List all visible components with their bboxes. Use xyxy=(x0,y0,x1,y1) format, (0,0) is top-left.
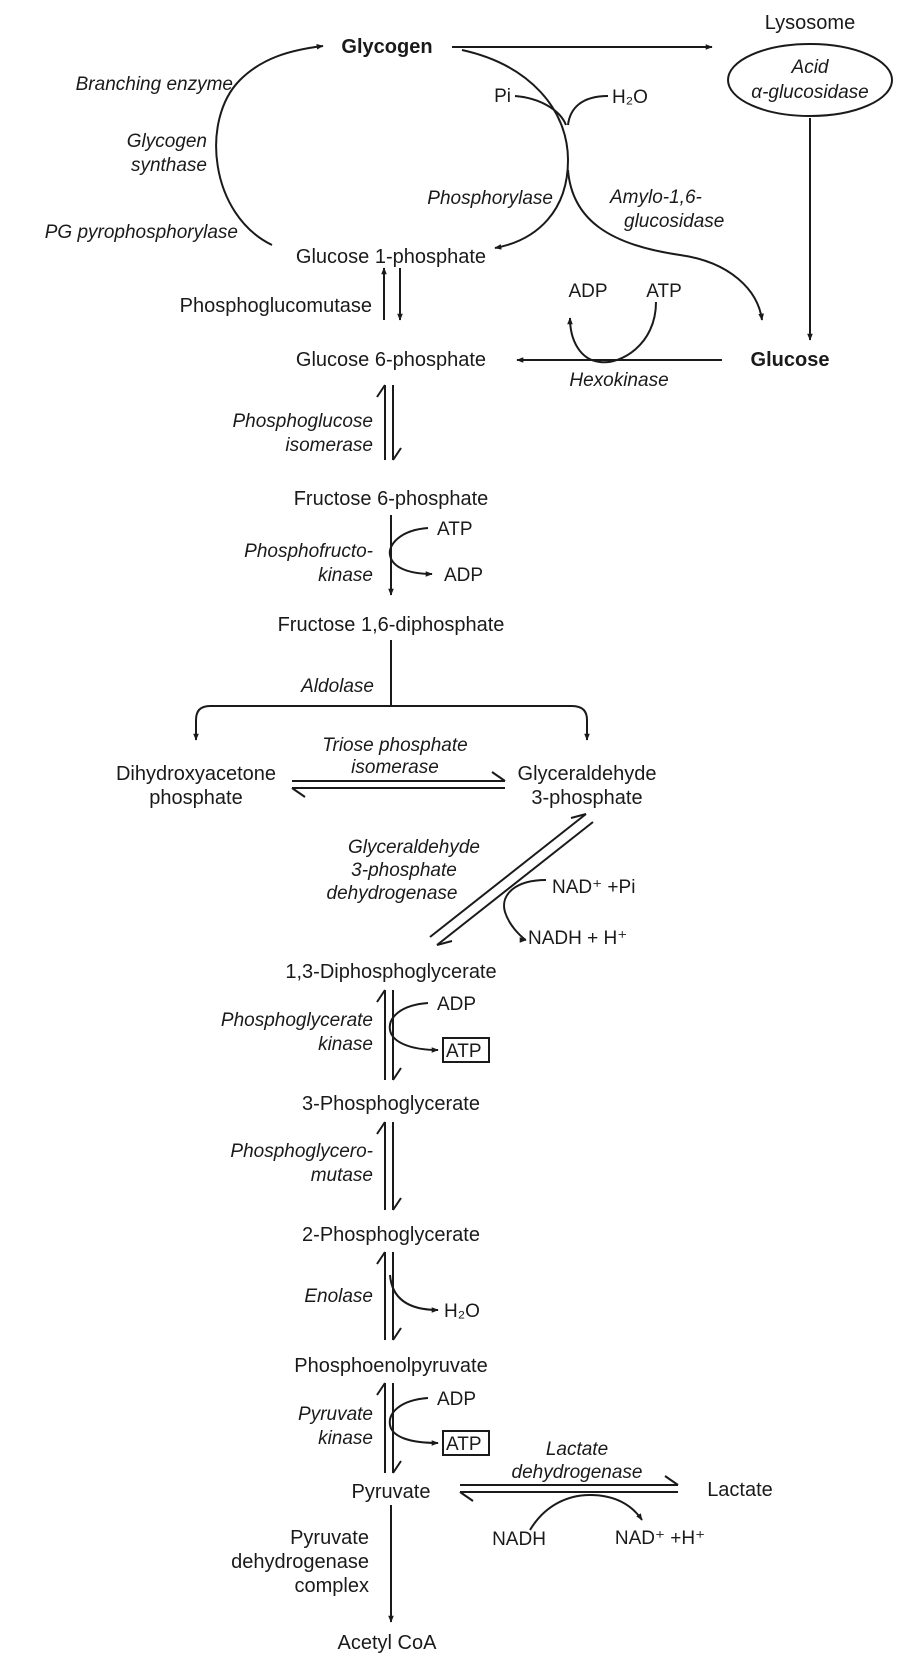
arrow-gapdh-nad-nadh xyxy=(503,879,547,943)
enzyme-phosphoglucomutase: Phosphoglucomutase xyxy=(180,295,372,317)
lysosome-alpha-glucosidase: α-glucosidase xyxy=(751,82,869,103)
lysosome-ellipse xyxy=(727,43,893,117)
enzyme-glycogen-synthase-line2: synthase xyxy=(131,155,207,176)
arrow-hexokinase-atp-adp xyxy=(567,301,657,364)
cofactor-nadh-h: NADH + H⁺ xyxy=(528,928,627,949)
enzyme-labels: Branching enzyme Glycogen synthase PG py… xyxy=(45,74,725,1597)
cofactor-pi: Pi xyxy=(494,86,511,107)
cofactor-labels: Pi H₂O ADP ATP ATP ADP NAD⁺ +Pi NADH + H… xyxy=(437,86,705,1550)
enzyme-phosphorylase: Phosphorylase xyxy=(427,188,553,209)
enzyme-gapdh-line1: Glyceraldehyde xyxy=(348,837,480,858)
node-fructose-6-phosphate: Fructose 6-phosphate xyxy=(294,488,489,510)
arrow-pi-input xyxy=(514,95,567,126)
cofactor-nadh-ldh: NADH xyxy=(492,1529,546,1550)
cofactor-atp-pgk: ATP xyxy=(446,1041,482,1062)
arrow-lactate-dehydrogenase xyxy=(459,1475,679,1502)
enzyme-branching-enzyme: Branching enzyme xyxy=(76,74,233,95)
atp-box-pk xyxy=(442,1430,490,1456)
enzyme-amylo-line1: Amylo-1,6- xyxy=(609,187,702,208)
enzyme-pgm-line1: Phosphoglycero- xyxy=(230,1141,373,1162)
node-pyruvate: Pyruvate xyxy=(352,1481,431,1503)
cofactor-atp-pk: ATP xyxy=(446,1434,482,1455)
enzyme-phosphofructo-line2: kinase xyxy=(318,565,373,586)
cofactor-adp-pgk: ADP xyxy=(437,994,476,1015)
metabolite-labels: Glycogen Lysosome Acid α-glucosidase Glu… xyxy=(116,12,869,1654)
arrow-pk-adp-atp xyxy=(388,1397,439,1446)
enzyme-ldh-line2: dehydrogenase xyxy=(512,1462,643,1483)
enzyme-triose-line2: isomerase xyxy=(351,757,439,778)
enzyme-aldolase: Aldolase xyxy=(300,676,374,697)
enzyme-pdh-line2: dehydrogenase xyxy=(231,1551,369,1573)
arrow-enolase xyxy=(376,1251,402,1341)
enzyme-pg-pyrophosphorylase: PG pyrophosphorylase xyxy=(45,222,238,243)
arrow-h2o-input xyxy=(567,95,609,126)
cofactor-nad-pi: NAD⁺ +Pi xyxy=(552,877,635,898)
arrow-phosphoglucose-isomerase xyxy=(376,384,402,461)
arrow-triose-phosphate-isomerase xyxy=(291,771,506,798)
node-glyceraldehyde-line1: Glyceraldehyde xyxy=(518,763,657,785)
enzyme-pgm-line2: mutase xyxy=(311,1165,373,1186)
enzyme-phosphoglucose-line1: Phosphoglucose xyxy=(233,411,374,432)
cofactor-h2o-enolase: H₂O xyxy=(444,1301,480,1322)
enzyme-pk-line1: Pyruvate xyxy=(298,1404,373,1425)
arrow-enolase-h2o xyxy=(389,1274,439,1313)
enzyme-pdh-line1: Pyruvate xyxy=(290,1527,369,1549)
enzyme-phosphoglucose-line2: isomerase xyxy=(285,435,373,456)
arrow-phosphoglyceromutase xyxy=(376,1121,402,1211)
cofactor-adp-pfk: ADP xyxy=(444,565,483,586)
arrow-pfk-atp-adp xyxy=(388,527,433,577)
pathway-arrows xyxy=(193,43,813,1623)
enzyme-pgk-line2: kinase xyxy=(318,1034,373,1055)
node-acetyl-coa: Acetyl CoA xyxy=(338,1632,438,1654)
node-1-3-diphosphoglycerate: 1,3-Diphosphoglycerate xyxy=(285,961,496,983)
arrow-phosphorylase xyxy=(461,49,570,250)
cofactor-atp-hexokinase: ATP xyxy=(646,281,682,302)
node-glycogen: Glycogen xyxy=(341,36,432,58)
enzyme-enolase: Enolase xyxy=(304,1286,373,1307)
arrow-glycogen-synthesis xyxy=(215,43,324,246)
enzyme-pgk-line1: Phosphoglycerate xyxy=(221,1010,373,1031)
cofactor-h2o-top: H₂O xyxy=(612,87,648,108)
arrow-gapdh xyxy=(429,813,594,946)
node-lactate: Lactate xyxy=(707,1479,773,1501)
enzyme-pk-line2: kinase xyxy=(318,1428,373,1449)
arrow-aldolase-to-dhap xyxy=(193,705,391,741)
arrow-pyruvate-kinase xyxy=(376,1382,402,1474)
arrow-phosphoglycerate-kinase xyxy=(376,989,402,1081)
arrow-pgk-adp-atp xyxy=(388,1002,439,1053)
enzyme-glycogen-synthase-line1: Glycogen xyxy=(127,131,207,152)
enzyme-triose-line1: Triose phosphate xyxy=(322,735,467,756)
node-dihydroxyacetone-line1: Dihydroxyacetone xyxy=(116,763,276,785)
enzyme-gapdh-line2: 3-phosphate xyxy=(351,860,457,881)
arrow-ldh-nadh-nad xyxy=(529,1493,643,1531)
arrow-amylo-glucosidase xyxy=(567,169,764,321)
node-fructose-1-6-diphosphate: Fructose 1,6-diphosphate xyxy=(278,614,505,636)
node-glyceraldehyde-line2: 3-phosphate xyxy=(531,787,642,809)
enzyme-amylo-line2: glucosidase xyxy=(624,211,724,232)
cofactor-atp-pfk: ATP xyxy=(437,519,473,540)
node-glucose-6-phosphate: Glucose 6-phosphate xyxy=(296,349,486,371)
cofactor-nad-h-ldh: NAD⁺ +H⁺ xyxy=(615,1528,705,1549)
atp-box-pgk xyxy=(442,1037,490,1063)
node-lysosome: Lysosome xyxy=(765,12,855,34)
enzyme-gapdh-line3: dehydrogenase xyxy=(327,883,458,904)
node-glucose: Glucose xyxy=(751,349,830,371)
lysosome-acid: Acid xyxy=(791,57,830,78)
node-glucose-1-phosphate: Glucose 1-phosphate xyxy=(296,246,486,268)
cofactor-adp-hexokinase: ADP xyxy=(568,281,607,302)
enzyme-hexokinase: Hexokinase xyxy=(569,370,668,391)
enzyme-ldh-line1: Lactate xyxy=(546,1439,608,1460)
node-2-phosphoglycerate: 2-Phosphoglycerate xyxy=(302,1224,480,1246)
cofactor-adp-pk: ADP xyxy=(437,1389,476,1410)
arrow-aldolase-to-gap xyxy=(391,705,590,741)
node-phosphoenolpyruvate: Phosphoenolpyruvate xyxy=(294,1355,487,1377)
enzyme-pdh-line3: complex xyxy=(295,1575,369,1597)
node-3-phosphoglycerate: 3-Phosphoglycerate xyxy=(302,1093,480,1115)
node-dihydroxyacetone-line2: phosphate xyxy=(149,787,242,809)
enzyme-phosphofructo-line1: Phosphofructo- xyxy=(244,541,373,562)
